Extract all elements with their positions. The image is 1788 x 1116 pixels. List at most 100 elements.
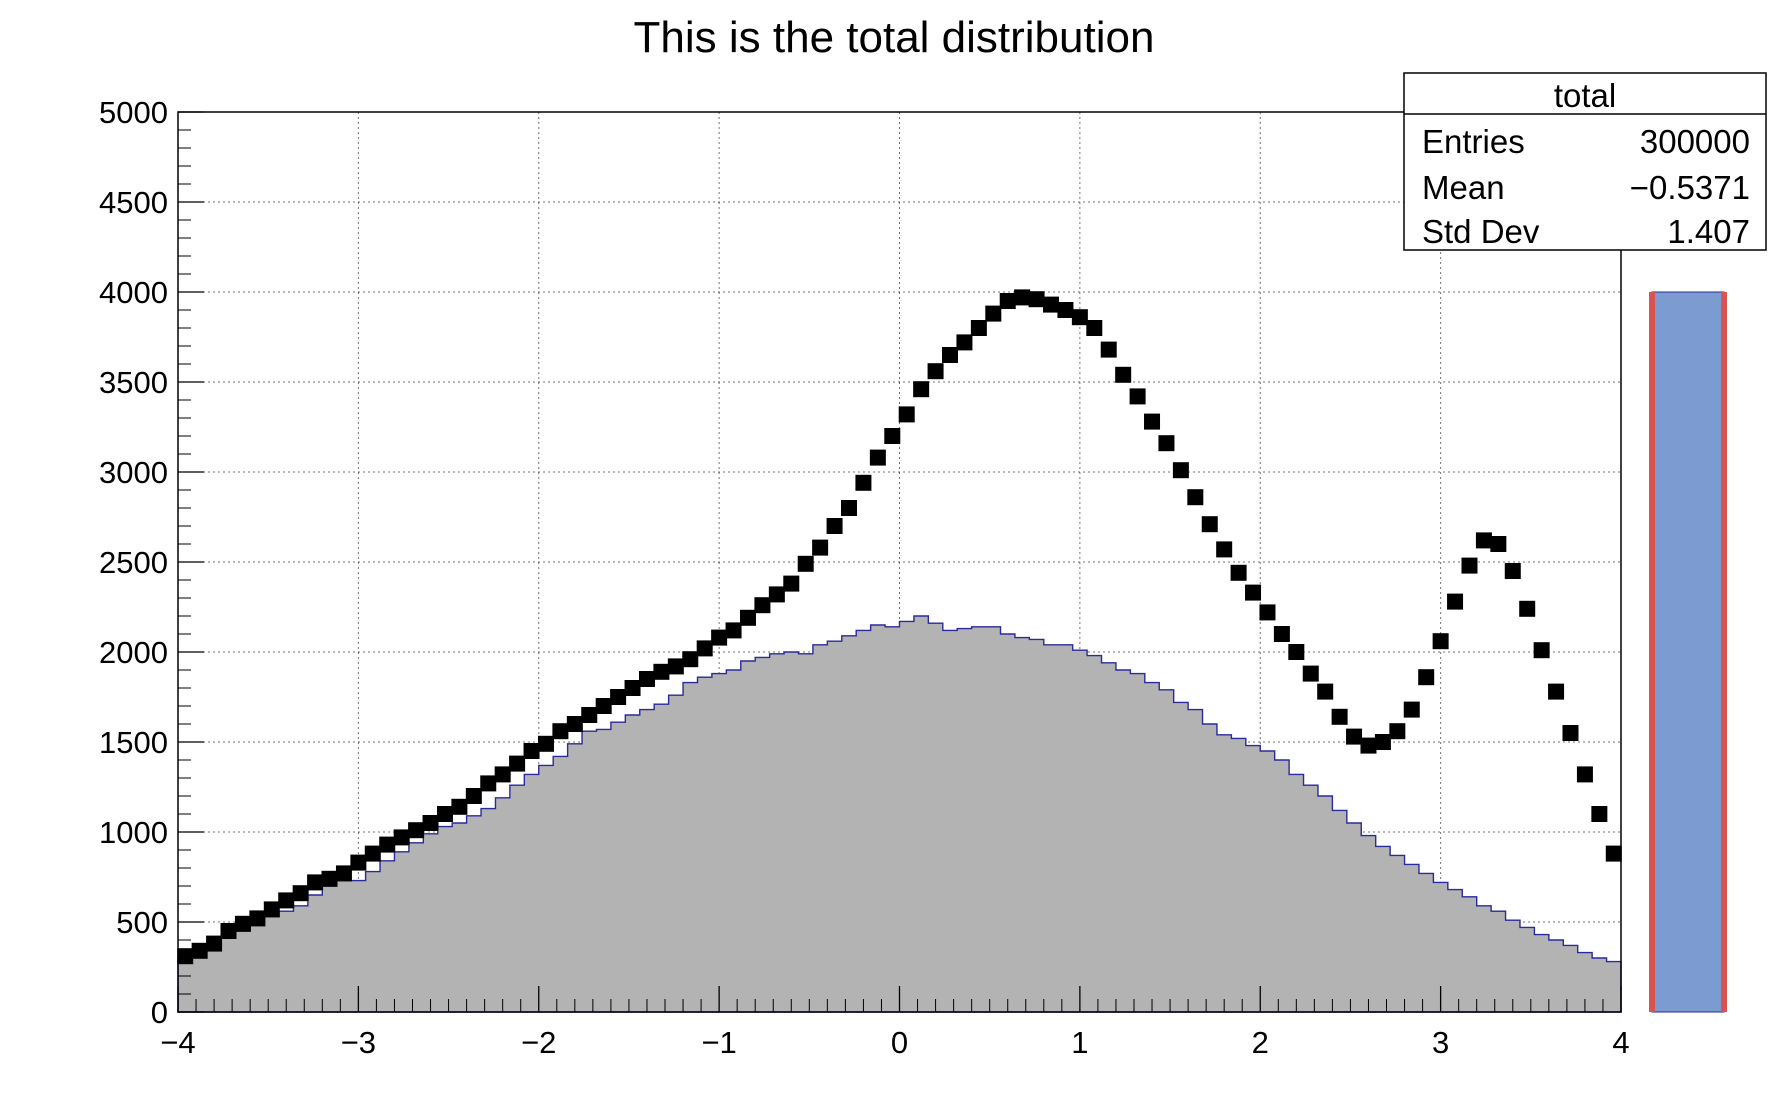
marker-point — [480, 775, 497, 792]
filled-histogram — [177, 615, 1622, 1013]
marker-point — [1461, 557, 1478, 574]
marker-point — [1086, 320, 1103, 336]
marker-point — [191, 942, 208, 959]
marker-series — [177, 289, 1622, 965]
y-tick-label: 5000 — [99, 95, 168, 130]
marker-point — [1071, 309, 1088, 326]
y-tick-label: 1000 — [99, 815, 168, 850]
y-tick-label: 3000 — [99, 455, 168, 490]
marker-point — [610, 689, 627, 705]
marker-point — [855, 474, 872, 491]
marker-point — [321, 870, 338, 887]
axes: −4 −3 −2 −1 0 1 2 3 4 0 500 1000 1500 2000 2500 3000 350… — [99, 95, 1630, 1060]
marker-point — [696, 640, 713, 657]
marker-point — [307, 874, 324, 891]
marker-point — [509, 755, 526, 772]
marker-point — [234, 915, 251, 932]
y-tick-label: 1500 — [99, 725, 168, 760]
marker-point — [1273, 626, 1290, 642]
marker-point — [1605, 845, 1622, 862]
marker-point — [1129, 388, 1146, 405]
marker-point — [422, 815, 439, 831]
marker-point — [494, 766, 511, 783]
marker-point — [797, 555, 814, 572]
marker-point — [1187, 489, 1204, 506]
marker-point — [1360, 737, 1377, 754]
stats-box-title: total — [1554, 77, 1616, 114]
stats-stddev-value: 1.407 — [1667, 213, 1750, 250]
marker-point — [1490, 536, 1507, 552]
stats-mean-label: Mean — [1422, 169, 1505, 206]
marker-point — [985, 305, 1002, 322]
marker-point — [552, 723, 569, 740]
marker-point — [970, 320, 987, 336]
side-bar-panel — [1649, 291, 1727, 1013]
marker-point — [451, 798, 468, 815]
marker-point — [1591, 806, 1608, 822]
marker-point — [1504, 563, 1521, 579]
marker-point — [1447, 593, 1464, 610]
marker-point — [1374, 734, 1391, 750]
marker-point — [711, 629, 728, 646]
x-tick-label: −3 — [341, 1025, 376, 1060]
marker-point — [177, 948, 194, 965]
marker-point — [1144, 413, 1161, 430]
marker-point — [595, 698, 612, 714]
marker-point — [1028, 291, 1045, 308]
marker-point — [1432, 633, 1449, 650]
marker-point — [1562, 725, 1579, 741]
marker-point — [1475, 532, 1492, 549]
x-tick-label: 4 — [1612, 1025, 1629, 1060]
y-tick-label: 0 — [151, 995, 168, 1030]
y-tick-label: 500 — [116, 905, 168, 940]
marker-point — [667, 658, 684, 675]
marker-point — [1519, 600, 1536, 617]
marker-point — [624, 680, 641, 696]
y-tick-label: 4000 — [99, 275, 168, 310]
marker-point — [739, 609, 756, 626]
marker-point — [566, 716, 583, 732]
marker-point — [1172, 462, 1189, 479]
marker-point — [1158, 435, 1175, 452]
marker-point — [927, 363, 944, 380]
marker-point — [840, 500, 857, 516]
x-tick-label: −2 — [521, 1025, 556, 1060]
filled-histogram-area — [177, 615, 1622, 1013]
marker-point — [335, 865, 352, 882]
marker-point — [249, 910, 266, 927]
marker-point — [1548, 683, 1565, 700]
marker-point — [1259, 604, 1276, 621]
marker-point — [581, 707, 598, 723]
marker-point — [1403, 701, 1420, 718]
marker-point — [1057, 302, 1074, 318]
marker-point — [1418, 669, 1435, 686]
marker-point — [364, 845, 381, 862]
marker-point — [783, 575, 800, 592]
marker-point — [812, 539, 829, 556]
marker-point — [1346, 728, 1363, 745]
x-tick-label: 1 — [1071, 1025, 1088, 1060]
marker-point — [1014, 289, 1031, 306]
marker-point — [1100, 341, 1117, 358]
y-tick-label: 2500 — [99, 545, 168, 580]
marker-point — [1115, 366, 1132, 383]
y-tick-label: 2000 — [99, 635, 168, 670]
marker-point — [942, 347, 959, 363]
stats-entries-label: Entries — [1422, 123, 1525, 160]
marker-point — [999, 293, 1016, 309]
x-tick-label: −1 — [701, 1025, 736, 1060]
marker-point — [754, 597, 771, 614]
marker-point — [206, 935, 223, 952]
marker-point — [350, 854, 367, 871]
marker-point — [1533, 642, 1550, 659]
marker-point — [884, 428, 901, 444]
marker-point — [869, 449, 886, 466]
marker-point — [263, 901, 280, 918]
marker-point — [898, 406, 915, 423]
stats-stddev-label: Std Dev — [1422, 213, 1540, 250]
x-tick-label: 0 — [891, 1025, 908, 1060]
marker-point — [523, 743, 540, 759]
marker-point — [220, 923, 237, 939]
stats-entries-value: 300000 — [1640, 123, 1750, 160]
marker-point — [537, 735, 554, 752]
